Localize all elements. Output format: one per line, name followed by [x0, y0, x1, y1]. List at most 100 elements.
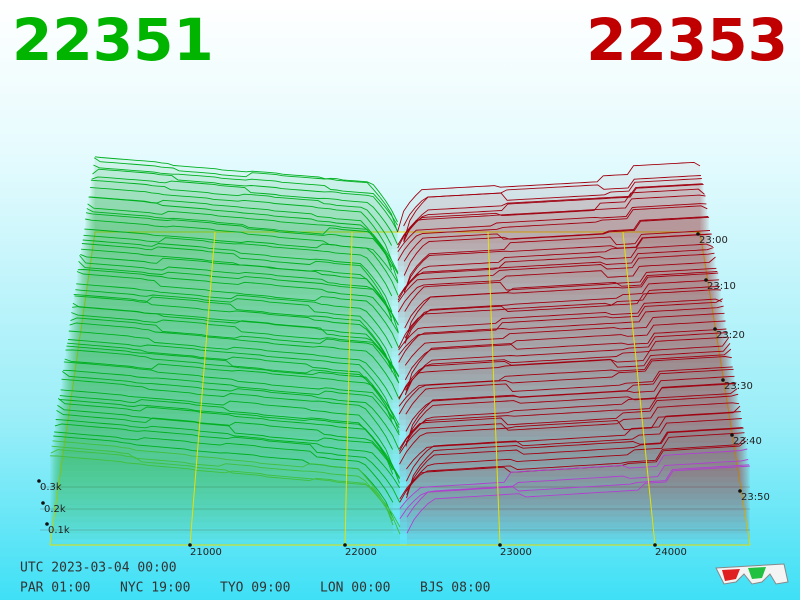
ask-depth-line — [406, 427, 744, 495]
ask-depth-shade — [406, 411, 741, 489]
bid-depth-line — [82, 239, 393, 313]
bid-depth-line — [86, 208, 399, 273]
ask-depth-line — [404, 279, 720, 344]
utc-time: UTC 2023-03-04 00:00 — [20, 561, 177, 576]
ask-depth-line — [405, 366, 733, 415]
depth-tick-label: 0.1k — [48, 525, 70, 536]
bid-depth-line — [78, 260, 399, 326]
bid-depth-line — [65, 349, 400, 433]
ask-depth-line — [405, 336, 729, 391]
bid-depth-shade — [64, 359, 400, 443]
depth-tick-label: 0.3k — [40, 482, 62, 493]
depth-tick-dot — [41, 501, 45, 505]
bid-depth-line — [80, 253, 399, 332]
ask-depth-line — [399, 436, 746, 503]
ask-depth-shade — [405, 313, 725, 386]
ask-depth-shade — [407, 466, 750, 545]
3d-glasses-toggle[interactable] — [715, 563, 789, 585]
bid-depth-shade — [63, 370, 400, 454]
ask-depth-shade — [404, 230, 710, 295]
bid-depth-line — [59, 395, 394, 475]
bid-depth-line — [68, 330, 393, 400]
price-tick-dot — [188, 543, 192, 547]
bid-depth-line — [87, 203, 399, 282]
depth-tick-dot — [45, 522, 49, 526]
bid-depth-line — [62, 371, 400, 451]
bid-depth-shade — [88, 197, 392, 278]
bid-depth-line — [92, 168, 398, 232]
ask-depth-line — [405, 418, 742, 482]
bid-depth-line — [67, 342, 393, 424]
bid-depth-shade — [94, 157, 398, 238]
ask-depth-line — [398, 343, 731, 399]
bid-depth-line — [56, 410, 400, 480]
ask-depth-line — [406, 465, 751, 534]
ask-depth-line — [403, 183, 703, 243]
ask-depth-shade — [398, 247, 714, 318]
depth-tick-dot — [37, 479, 41, 483]
ask-depth-line — [397, 243, 713, 301]
ask-depth-line — [398, 336, 730, 400]
bid-depth-shade — [93, 165, 398, 244]
bid-depth-line — [51, 445, 394, 522]
ask-depth-shade — [406, 418, 742, 494]
ask-depth-shade — [406, 428, 744, 506]
ask-depth-line — [397, 203, 707, 252]
bid-depth-line — [70, 317, 400, 384]
ask-depth-line — [403, 183, 704, 240]
bid-depth-line — [94, 156, 398, 233]
city-clock: NYC 19:00 — [120, 581, 190, 596]
ask-depth-shade — [404, 217, 710, 289]
time-tick-label: 23:40 — [733, 436, 762, 447]
floor-right-edge — [699, 231, 751, 546]
bid-depth-shade — [78, 261, 399, 346]
bid-depth-line — [91, 176, 399, 246]
bid-depth-line — [83, 234, 393, 297]
ask-depth-shade — [406, 464, 750, 540]
time-tick-label: 23:20 — [716, 330, 745, 341]
bid-depth-line — [57, 398, 400, 484]
bid-depth-line — [75, 289, 393, 364]
ask-depth-line — [404, 328, 727, 396]
city-clock: LON 00:00 — [320, 581, 390, 596]
ask-depth-shade — [399, 406, 740, 483]
time-tick-dot — [738, 489, 742, 493]
bid-depth-shade — [59, 395, 393, 477]
ask-depth-line — [397, 252, 715, 303]
bid-depth-shade — [67, 343, 393, 426]
ask-depth-line — [403, 216, 710, 276]
ask-depth-shade — [398, 253, 715, 324]
bid-depth-line — [71, 312, 400, 378]
price-grid-line — [344, 231, 353, 546]
bid-depth-line — [67, 339, 393, 415]
ask-depth-shade — [397, 205, 708, 278]
ask-depth-line — [397, 188, 705, 249]
bid-depth-line — [79, 255, 399, 326]
ask-price: 22353 — [586, 6, 788, 74]
ask-depth-line — [403, 216, 709, 262]
bid-depth-line — [63, 361, 400, 429]
ask-depth-shade — [399, 343, 730, 420]
time-tick-dot — [730, 433, 734, 437]
bid-depth-shade — [69, 323, 399, 409]
bid-depth-shade — [81, 243, 392, 324]
ask-depth-line — [397, 161, 701, 233]
bid-depth-line — [74, 295, 393, 373]
price-tick-label: 22000 — [345, 547, 377, 558]
ask-depth-shade — [405, 329, 727, 397]
bid-depth-shade — [56, 410, 400, 500]
bid-depth-shade — [90, 187, 392, 267]
ask-depth-shade — [397, 203, 707, 272]
bid-depth-shade — [51, 446, 393, 534]
bid-depth-shade — [55, 419, 400, 506]
ask-depth-shade — [406, 383, 736, 454]
ask-depth-line — [406, 427, 743, 499]
price-tick-label: 21000 — [190, 547, 222, 558]
red-lens — [722, 569, 740, 581]
time-tick-dot — [704, 278, 708, 282]
ask-depth-shade — [405, 321, 726, 392]
bid-depth-line — [66, 345, 393, 420]
city-clock: PAR 01:00 — [20, 581, 90, 596]
bid-depth-line — [69, 322, 400, 399]
